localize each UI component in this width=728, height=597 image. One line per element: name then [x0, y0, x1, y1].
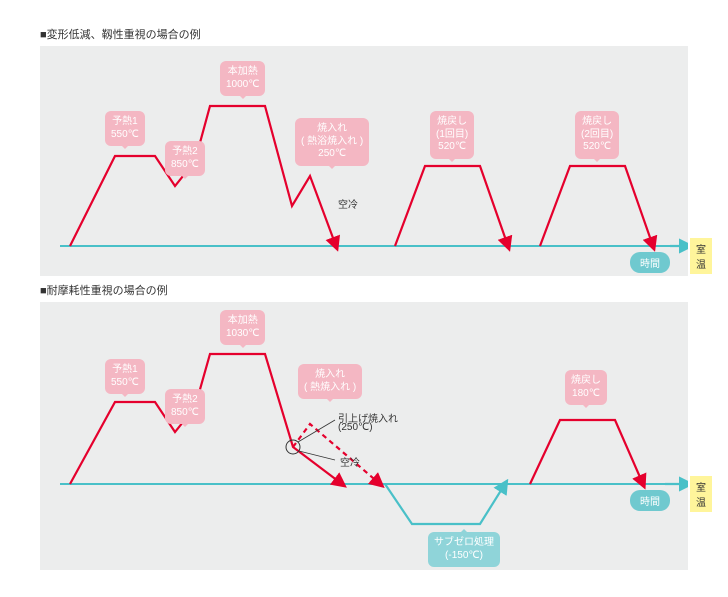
callout: サブゼロ処理(-150℃)	[428, 532, 500, 567]
room-temp-label: 室温	[690, 238, 712, 274]
callout-line: 850℃	[171, 159, 199, 172]
callout: 本加熱1030℃	[220, 310, 265, 345]
callout-line: 予熱2	[171, 394, 199, 407]
callout: 予熱2850℃	[165, 141, 205, 176]
callout: 焼入れ( 熱焼入れ )	[298, 364, 362, 399]
callout: 焼戻し180℃	[565, 370, 607, 405]
callout-line: 本加熱	[226, 66, 259, 79]
callout-line: 550℃	[111, 129, 139, 142]
annotation-text: 空冷	[340, 454, 360, 469]
callout-line: 焼戻し	[571, 375, 601, 388]
callout-line: 250℃	[301, 148, 363, 161]
callout-line: 1030℃	[226, 328, 259, 341]
callout-line: 850℃	[171, 407, 199, 420]
annotation-text: (250℃)	[338, 422, 373, 433]
chart-panel: 予熱1550℃ 予熱2850℃ 本加熱1000℃ 焼入れ( 熱浴焼入れ )250℃ 焼戻…	[40, 46, 688, 276]
callout: 本加熱1000℃	[220, 61, 265, 96]
chart-title: ■耐摩耗性重視の場合の例	[40, 282, 688, 298]
callout-line: 520℃	[581, 141, 613, 154]
callout: 予熱2850℃	[165, 389, 205, 424]
callout-line: (1回目)	[436, 129, 468, 142]
callout-line: 1000℃	[226, 79, 259, 92]
callout-line: 予熱2	[171, 146, 199, 159]
callout: 焼戻し(2回目)520℃	[575, 111, 619, 159]
callout-line: ( 熱焼入れ )	[304, 382, 356, 395]
callout-line: 焼戻し	[581, 116, 613, 129]
callout-line: (-150℃)	[434, 550, 494, 563]
callout-line: 焼入れ	[304, 369, 356, 382]
time-axis-badge: 時間	[630, 252, 670, 273]
chart-panel: 予熱1550℃予熱2850℃本加熱1030℃焼入れ( 熱焼入れ )サブゼロ処理(…	[40, 302, 688, 570]
callout-line: 焼入れ	[301, 123, 363, 136]
callout-line: 予熱1	[111, 116, 139, 129]
chart-title: ■変形低減、靱性重視の場合の例	[40, 26, 688, 42]
callout: 予熱1550℃	[105, 359, 145, 394]
room-temp-label: 室温	[690, 476, 712, 512]
callout-line: (2回目)	[581, 129, 613, 142]
time-axis-badge: 時間	[630, 490, 670, 511]
callout-line: 本加熱	[226, 315, 259, 328]
annotation-text: 空冷	[338, 196, 358, 211]
callout-line: 焼戻し	[436, 116, 468, 129]
callout: 焼入れ( 熱浴焼入れ )250℃	[295, 118, 369, 166]
callout-line: 520℃	[436, 141, 468, 154]
chart-svg	[40, 302, 688, 570]
callout-line: 550℃	[111, 377, 139, 390]
callout-line: 予熱1	[111, 364, 139, 377]
callout-line: ( 熱浴焼入れ )	[301, 136, 363, 149]
callout: 焼戻し(1回目)520℃	[430, 111, 474, 159]
callout-line: 180℃	[571, 388, 601, 401]
callout: 予熱1550℃	[105, 111, 145, 146]
callout-line: サブゼロ処理	[434, 537, 494, 550]
